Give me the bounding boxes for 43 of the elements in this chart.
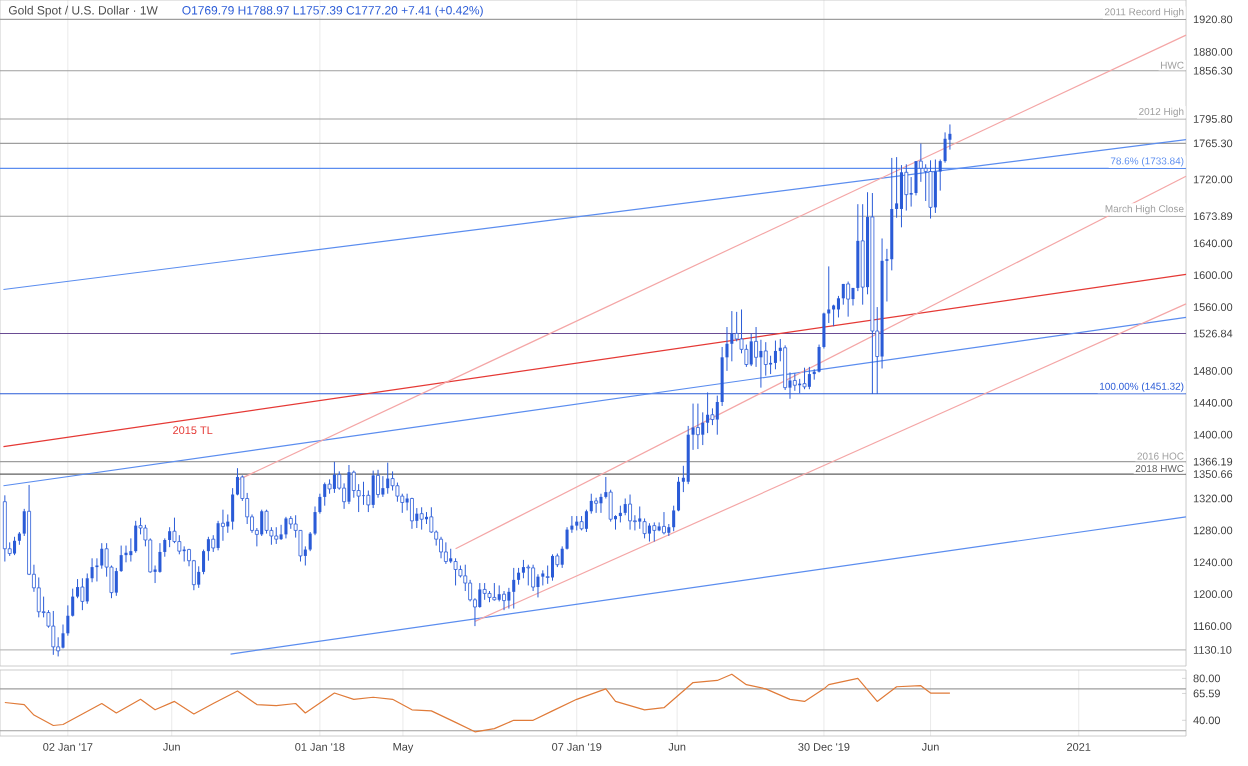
candlestick	[386, 462, 390, 495]
candlestick	[221, 509, 225, 542]
candlestick	[928, 159, 933, 220]
candlestick	[502, 590, 506, 611]
candlestick	[638, 505, 642, 530]
candlestick	[439, 536, 443, 559]
candlestick	[536, 573, 540, 598]
candlestick	[279, 524, 283, 541]
candlestick	[347, 464, 351, 505]
candlestick	[899, 164, 903, 228]
candlestick	[933, 159, 937, 214]
candlestick	[13, 536, 17, 556]
candlestick	[371, 470, 375, 509]
candlestick	[846, 281, 851, 318]
candlestick	[284, 516, 288, 539]
candlestick	[332, 461, 336, 494]
candlestick	[323, 482, 327, 507]
candlestick	[802, 367, 807, 390]
candlestick	[807, 366, 811, 390]
candlestick	[134, 520, 138, 554]
candlestick	[419, 506, 424, 531]
candlestick	[773, 340, 777, 370]
candlestick	[594, 497, 599, 514]
candlestick	[410, 497, 414, 530]
candlestick	[647, 522, 651, 543]
candlestick	[80, 577, 85, 611]
candlestick	[521, 559, 525, 579]
candlestick	[531, 564, 536, 592]
candlestick	[662, 511, 666, 535]
candlestick	[443, 541, 448, 565]
candlestick	[652, 521, 657, 543]
candlestick	[628, 494, 632, 531]
candlestick	[51, 610, 56, 656]
candlestick	[749, 332, 753, 367]
candlestick	[856, 203, 860, 292]
candlestick	[453, 557, 458, 586]
candlestick	[695, 403, 700, 450]
candlestick	[512, 567, 516, 610]
candlestick	[550, 553, 555, 582]
candlestick	[2, 494, 7, 563]
candlestick	[361, 481, 366, 506]
candlestick	[904, 163, 909, 212]
candlestick	[526, 564, 531, 586]
